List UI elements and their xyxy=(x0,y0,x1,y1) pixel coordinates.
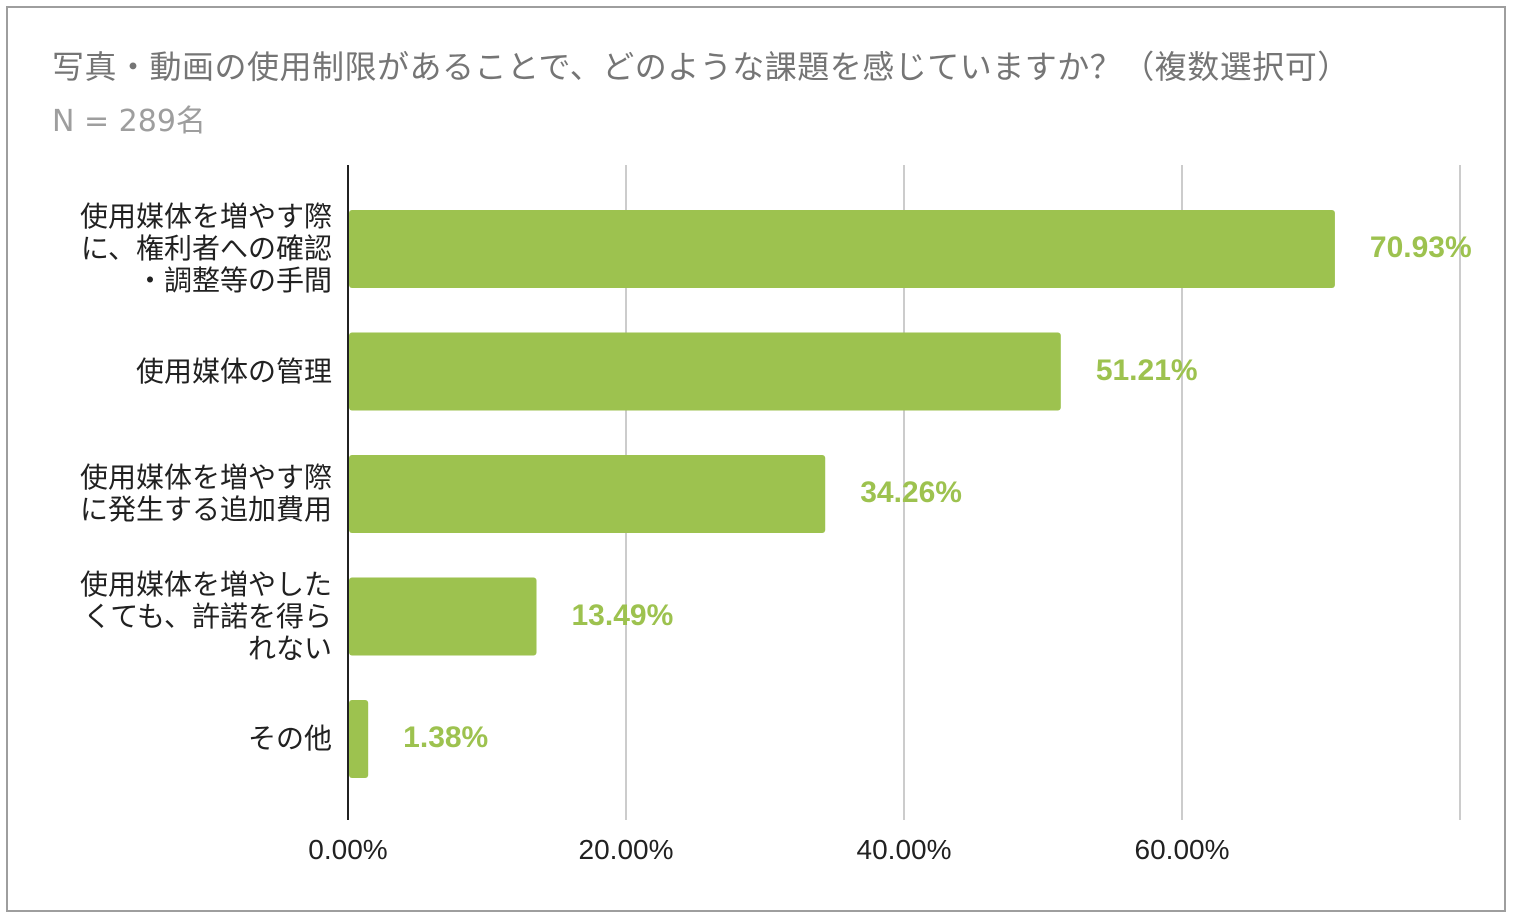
bars xyxy=(349,210,1335,778)
chart-title: 写真・動画の使用制限があることで、どのような課題を感じていますか？（複数選択可） xyxy=(52,48,1350,86)
bar xyxy=(349,210,1335,288)
bar-value-label: 70.93% xyxy=(1369,231,1472,264)
bar-value-label: 1.38% xyxy=(403,721,489,754)
bar xyxy=(349,700,369,778)
x-tick-label: 40.00% xyxy=(856,834,952,865)
x-tick-label: 20.00% xyxy=(578,834,674,865)
bar xyxy=(349,577,537,656)
bar-value-label: 34.26% xyxy=(860,476,962,509)
bar-value-label: 13.49% xyxy=(571,598,674,632)
x-tick-label: 0.00% xyxy=(308,834,388,865)
bar xyxy=(349,455,826,533)
category-label: 使用媒体を増やす際 に、権利者への確認 ・調整等の手間 xyxy=(79,200,332,297)
category-label: 使用媒体を増やした くても、許諾を得ら れない xyxy=(79,567,332,665)
category-label: その他 xyxy=(247,722,332,755)
category-label: 使用媒体の管理 xyxy=(135,354,332,388)
chart-subtitle: N = 289名 xyxy=(52,104,206,139)
category-label: 使用媒体を増やす際 に発生する追加費用 xyxy=(79,461,332,526)
bar-value-label: 51.21% xyxy=(1095,353,1198,387)
bar xyxy=(349,332,1061,411)
x-tick-label: 60.00% xyxy=(1134,834,1230,865)
